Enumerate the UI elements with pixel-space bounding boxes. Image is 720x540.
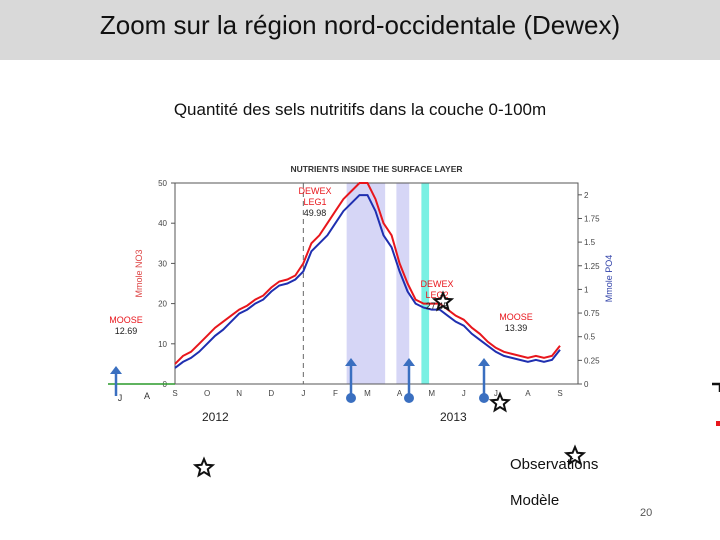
annotation-1-line-3: 49.98 — [304, 208, 327, 218]
x-month-label: S — [557, 389, 562, 398]
y-left-tick-label: 30 — [158, 259, 167, 268]
observation-arrow-head-4 — [478, 358, 490, 366]
x-month-label: A — [525, 389, 531, 398]
page-number: 20 — [640, 507, 653, 519]
y-right-tick-label: 2 — [584, 191, 589, 200]
x-month-label: N — [236, 389, 242, 398]
observation-arrow-dot-3 — [404, 393, 414, 403]
annotation-2-line-2: LEG2 — [425, 290, 448, 300]
annotation-2-line-1: DEWEX — [420, 279, 453, 289]
x-month-label: M — [364, 389, 371, 398]
edge-star-fragment — [712, 382, 720, 392]
x-month-label: J — [462, 389, 466, 398]
shaded-period-2 — [396, 183, 410, 384]
y-right-tick-label: 0.75 — [584, 309, 600, 318]
y-right-axis-label: Mmole PO4 — [604, 255, 614, 303]
year-label-2012: 2012 — [202, 410, 229, 424]
observation-arrow-dot-4 — [479, 393, 489, 403]
title-bar — [0, 0, 720, 60]
y-right-tick-label: 1.5 — [584, 238, 596, 247]
left-mark-a: A — [144, 391, 150, 401]
annotation-2-line-3: 27.45 — [426, 301, 449, 311]
annotation-4-line-2: 13.39 — [505, 323, 528, 333]
annotation-1-line-2: LEG1 — [303, 197, 326, 207]
slide-title: Zoom sur la région nord-occidentale (Dew… — [99, 10, 621, 40]
annotation-3-line-2: 12.69 — [115, 326, 138, 336]
y-right-tick-label: 1.75 — [584, 214, 600, 223]
observation-arrow-head-1 — [110, 366, 122, 374]
x-month-label: F — [333, 389, 338, 398]
star-marker-1 — [431, 290, 455, 312]
y-left-tick-label: 20 — [158, 300, 167, 309]
legend-observations-label: Observations — [510, 456, 599, 473]
edge-red-mark — [716, 421, 720, 426]
series-line-2 — [174, 182, 561, 365]
shaded-period-1 — [346, 183, 386, 384]
plot-frame — [174, 182, 579, 385]
y-right-tick-label: 0 — [584, 380, 589, 389]
y-left-tick-label: 40 — [158, 219, 167, 228]
y-right-tick-label: 1.25 — [584, 262, 600, 271]
star-marker-3 — [192, 456, 216, 478]
x-month-label: S — [172, 389, 177, 398]
series-line-1 — [174, 194, 561, 369]
x-month-label: O — [204, 389, 210, 398]
observation-arrow-dot-2 — [346, 393, 356, 403]
annotation-1-line-1: DEWEX — [298, 186, 331, 196]
chart-subtitle: Quantité des sels nutritifs dans la couc… — [173, 100, 547, 119]
annotation-4-line-1: MOOSE — [499, 312, 533, 322]
star-marker-2 — [488, 391, 512, 413]
annotation-3-line-1: MOOSE — [109, 315, 143, 325]
y-right-tick-label: 1 — [584, 285, 589, 294]
left-mark-j: J — [118, 393, 123, 403]
y-left-axis-label: Mmole NO3 — [134, 249, 144, 297]
y-left-tick-label: 10 — [158, 340, 167, 349]
x-month-label: J — [494, 389, 498, 398]
y-right-tick-label: 0.5 — [584, 333, 596, 342]
observation-arrow-head-2 — [345, 358, 357, 366]
y-left-tick-label: 50 — [158, 179, 167, 188]
year-label-2013: 2013 — [440, 410, 467, 424]
x-month-label: M — [428, 389, 435, 398]
observation-arrow-head-3 — [403, 358, 415, 366]
x-month-label: J — [301, 389, 305, 398]
chart-title: NUTRIENTS INSIDE THE SURFACE LAYER — [290, 164, 462, 174]
legend-model-label: Modèle — [510, 492, 560, 509]
x-month-label: A — [397, 389, 403, 398]
star-marker-4 — [563, 444, 587, 466]
x-month-label: D — [268, 389, 274, 398]
y-right-tick-label: 0.25 — [584, 356, 600, 365]
shaded-period-3 — [421, 183, 430, 384]
